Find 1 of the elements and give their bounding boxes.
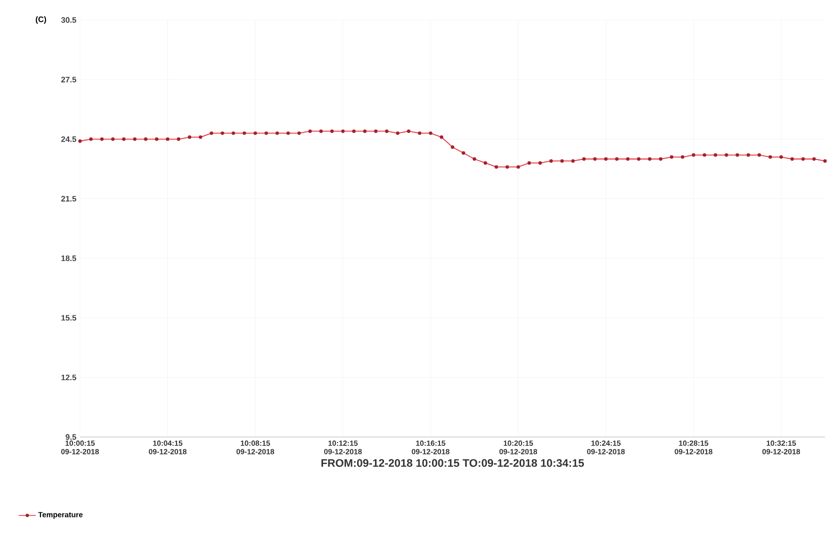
x-axis-title: FROM:09-12-2018 10:00:15 TO:09-12-2018 10:34:15 [321,459,584,467]
